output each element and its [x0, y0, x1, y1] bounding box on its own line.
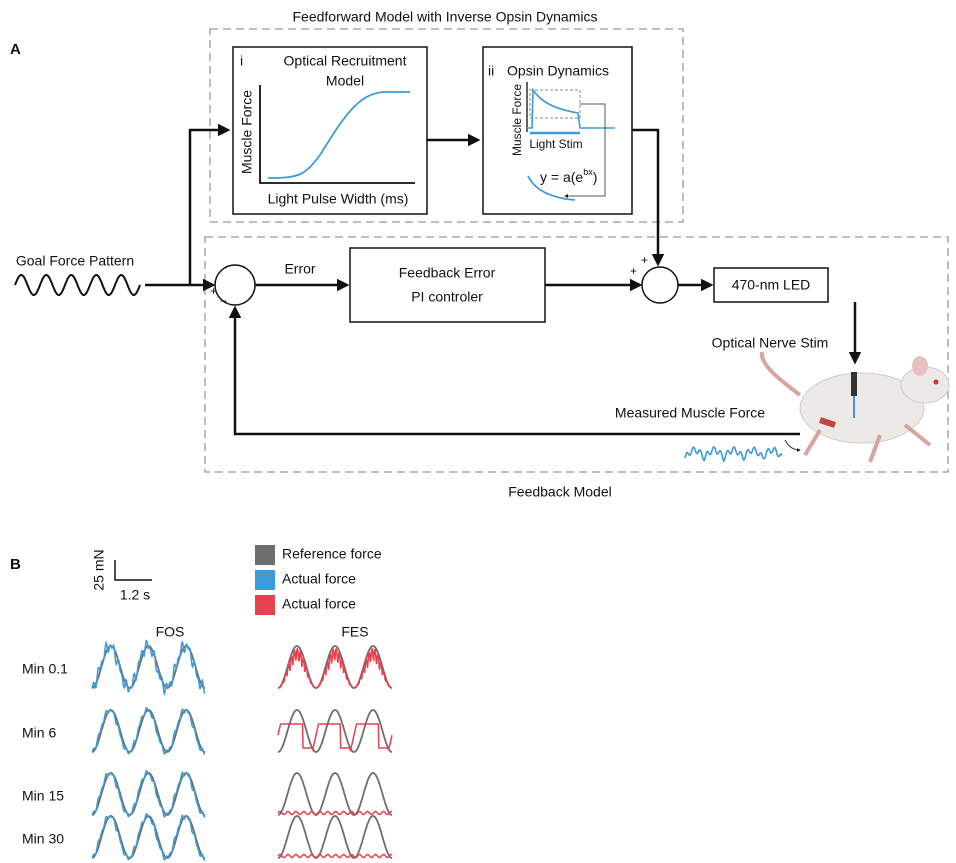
fos-trace [92, 771, 205, 817]
legend-swatch [255, 570, 275, 590]
fos-trace [92, 708, 205, 754]
box-title: Model [326, 73, 364, 89]
legend-label: Actual force [282, 596, 356, 612]
panel-label: A [10, 41, 21, 58]
row-label: Min 6 [22, 725, 56, 741]
reference-trace [278, 710, 392, 752]
reference-trace [278, 816, 392, 858]
exponent: bx [583, 167, 593, 177]
sum-junction [642, 267, 678, 303]
reference-trace [92, 710, 205, 752]
reference-trace [278, 773, 392, 815]
equation-text: y = a(e [540, 169, 583, 185]
figure: A Feedforward Model with Inverse Opsin D… [0, 0, 956, 863]
column-label: FOS [156, 624, 185, 640]
feedforward-title: Feedforward Model with Inverse Opsin Dyn… [292, 9, 597, 25]
fes-trace [278, 724, 392, 751]
y-axis-label: Muscle Force [510, 84, 524, 156]
sign: + [210, 284, 217, 298]
fes-trace [278, 855, 392, 858]
reference-trace [92, 816, 205, 858]
fos-trace [92, 814, 205, 860]
stim-label: Optical Nerve Stim [712, 335, 829, 351]
measured-wave [685, 447, 782, 461]
legend-label: Reference force [282, 546, 382, 562]
y-axis-label: Muscle Force [239, 90, 255, 174]
sign: − [220, 294, 227, 308]
controller-label: Feedback Error [399, 265, 496, 281]
box-title: Optical Recruitment [284, 53, 407, 69]
row-label: Min 15 [22, 788, 64, 804]
legend-swatch [255, 595, 275, 615]
sign: + [630, 264, 637, 278]
arrow [190, 130, 228, 285]
controller-box [350, 248, 545, 322]
row-label: Min 30 [22, 831, 64, 847]
small-arrow [785, 440, 800, 450]
fes-trace [278, 648, 392, 688]
box-title: Opsin Dynamics [507, 63, 609, 79]
error-label: Error [284, 261, 315, 277]
goal-wave [15, 275, 140, 295]
goal-label: Goal Force Pattern [16, 253, 134, 269]
arrow [632, 130, 658, 264]
x-axis-label: Light Pulse Width (ms) [268, 191, 409, 207]
controller-label: PI controler [411, 289, 483, 305]
x-axis-label: Light Stim [529, 137, 582, 151]
row-label: Min 0.1 [22, 661, 68, 677]
traces: Min 0.1 Min 6 Min 15 Min 30 [22, 641, 392, 860]
measured-label: Measured Muscle Force [615, 405, 765, 421]
sign: + [641, 253, 648, 267]
led-label: 470-nm LED [732, 277, 811, 293]
panel-label: B [10, 556, 21, 573]
equation-end: ) [593, 169, 598, 185]
scale-x-label: 1.2 s [120, 587, 150, 603]
column-label: FES [341, 624, 368, 640]
legend-swatch [255, 545, 275, 565]
scale-bar [115, 560, 152, 580]
legend: Reference force Actual force Actual force [255, 545, 382, 615]
scale-y-label: 25 mN [91, 549, 107, 590]
box-number: i [240, 53, 243, 69]
rat-illustration [762, 352, 949, 462]
fes-trace [278, 812, 392, 815]
feedback-title: Feedback Model [508, 484, 612, 500]
legend-label: Actual force [282, 571, 356, 587]
fos-trace [92, 641, 205, 694]
box-number: ii [488, 63, 494, 79]
reference-trace [92, 773, 205, 815]
